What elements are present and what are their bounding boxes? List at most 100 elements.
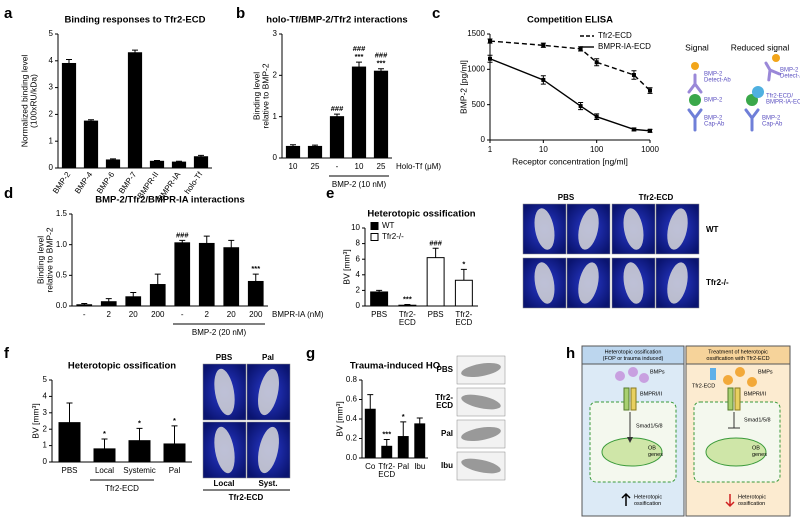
schematic-shape: Tfr2-: [378, 462, 395, 471]
x-tick-label: Pal: [397, 462, 409, 471]
x-tick-label: 20: [227, 310, 236, 319]
y-tick-label: 6: [356, 254, 361, 263]
schematic-shape: [727, 387, 734, 411]
y-tick-label: 1.0: [56, 240, 68, 249]
x-tick-label: 1: [488, 145, 493, 154]
chart-title: Heterotopic ossification: [68, 361, 176, 372]
y-tick-label: 3: [273, 29, 278, 38]
x-axis-label: Receptor concentration [ng/ml]: [512, 156, 628, 166]
bar: [149, 160, 165, 169]
significance-marker: *: [138, 418, 141, 427]
schematic-shape: [764, 61, 781, 82]
bar: [364, 408, 376, 459]
bar: [285, 145, 301, 159]
y-axis-label: BV [mm³]: [341, 249, 351, 284]
panel-letter: f: [4, 345, 10, 362]
y-tick-label: 1500: [467, 29, 485, 38]
schematic-shape: [628, 367, 638, 377]
y-axis-label: Binding level: [35, 236, 45, 284]
legend-label: BMPR-IA-ECD: [598, 42, 651, 51]
bar: [397, 436, 409, 459]
chart-title: Trauma-induced HO: [350, 361, 440, 372]
bar: [76, 304, 93, 307]
bone: [214, 368, 235, 416]
x-tick-label: PBS: [371, 310, 387, 319]
data-point: [648, 88, 652, 93]
image-label: Syst.: [258, 479, 277, 488]
bar: [105, 159, 121, 169]
y-axis-label: relative to BMP-2: [260, 63, 270, 128]
bar: [381, 445, 393, 459]
group-label: Tfr2-ECD: [105, 484, 139, 493]
bar: [61, 62, 77, 169]
error-bar: [203, 235, 210, 244]
schematic-label: Treatment of heterotopic: [708, 349, 768, 355]
y-tick-label: 2: [273, 70, 278, 79]
bone: [461, 394, 501, 410]
bone: [667, 262, 688, 304]
schematic-shape: [581, 345, 685, 365]
bar: [351, 66, 367, 159]
y-axis-label: BV [mm³]: [30, 403, 40, 438]
schematic-shape: [621, 492, 631, 506]
bone: [258, 368, 279, 416]
mechanism-schematic: [581, 345, 791, 517]
bone: [534, 208, 555, 250]
image-label: WT: [706, 225, 719, 234]
error-bar: [136, 427, 143, 441]
series-line: [489, 58, 651, 132]
y-tick-label: 8: [356, 239, 361, 248]
bone: [461, 362, 501, 378]
y-tick-label: 0: [481, 135, 486, 144]
schematic-label: Detect-Ab: [780, 74, 800, 80]
schematic-heading: Signal: [685, 42, 709, 52]
error-bar: [132, 49, 138, 53]
y-tick-label: 1.5: [56, 209, 68, 218]
error-bar: [154, 159, 160, 162]
x-tick-label: -: [181, 310, 184, 319]
data-point: [578, 46, 583, 51]
data-point: [488, 39, 492, 44]
significance-marker: ###: [176, 230, 189, 239]
bar: [223, 247, 240, 307]
y-tick-label: 10: [351, 223, 360, 232]
schematic-label: (FOP or trauma induced): [603, 356, 664, 362]
y-tick-label: 4: [43, 392, 48, 401]
error-bar: [228, 239, 235, 248]
data-point: [578, 104, 583, 109]
x-tick-label: PBS: [61, 466, 77, 475]
data-point: [631, 127, 636, 132]
bar: [198, 242, 215, 307]
schematic-shape: [615, 371, 625, 381]
schematic-shape: [725, 494, 735, 508]
panel-letter: c: [432, 5, 440, 22]
panel-letter: d: [4, 185, 13, 202]
bar: [58, 422, 81, 463]
schematic-label: Cap-Ab: [762, 122, 783, 128]
significance-marker: *: [173, 416, 176, 425]
bone: [461, 426, 501, 442]
x-tick-label: 10: [355, 162, 364, 171]
schematic-shape: ECD: [399, 318, 416, 327]
image-label: Tfr2-/-: [706, 278, 729, 287]
schematic-shape: [744, 108, 760, 132]
schematic-label: Tfr2-ECD/: [766, 94, 793, 100]
legend-label: Tfr2-/-: [382, 232, 404, 241]
schematic-shape: [723, 375, 733, 385]
bar: [426, 257, 445, 307]
error-bar: [383, 438, 390, 447]
y-tick-label: 0.2: [346, 434, 358, 443]
y-tick-label: 0: [273, 153, 278, 162]
significance-marker: *: [402, 412, 405, 421]
x-tick-label: Tfr2-ECD: [455, 310, 472, 327]
bone: [258, 426, 279, 474]
schematic-shape: [728, 412, 740, 429]
y-axis-label: relative to BMP-2: [44, 227, 54, 292]
x-tick-label: -: [83, 310, 86, 319]
image-label: PBS: [216, 353, 233, 362]
chart-title: Heterotopic ossification: [367, 209, 475, 220]
significance-marker: ***: [403, 294, 412, 303]
legend-swatch: [370, 222, 379, 230]
y-tick-label: 3: [43, 408, 48, 417]
